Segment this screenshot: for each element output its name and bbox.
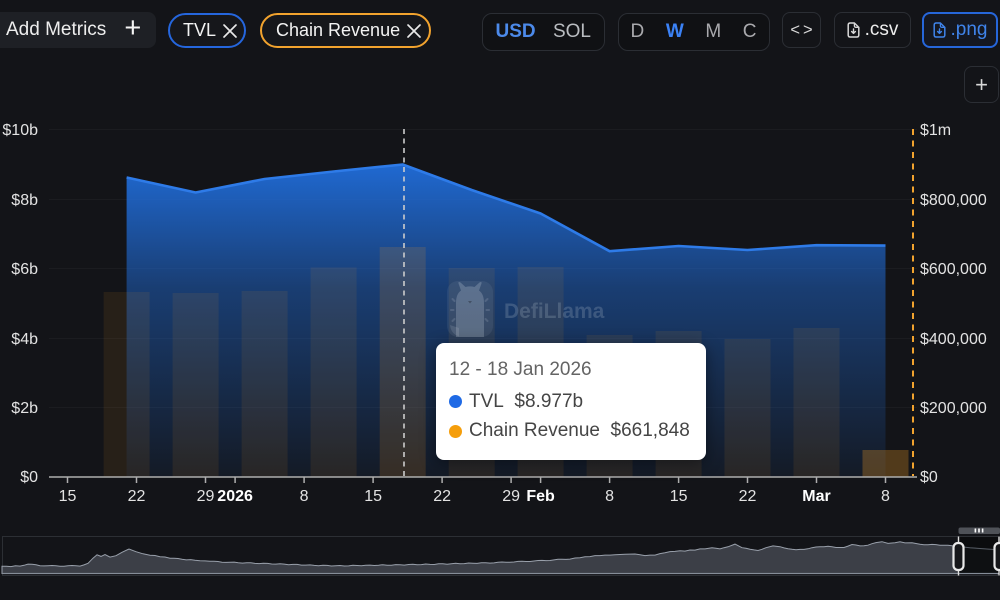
svg-text:DefiLlama: DefiLlama <box>504 300 605 323</box>
svg-text:$4b: $4b <box>11 331 38 348</box>
svg-text:$6b: $6b <box>11 261 38 278</box>
svg-text:22: 22 <box>433 488 451 505</box>
svg-text:Mar: Mar <box>802 488 830 505</box>
svg-text:8: 8 <box>881 488 890 505</box>
svg-text:22: 22 <box>739 488 757 505</box>
svg-text:15: 15 <box>364 488 382 505</box>
svg-text:$200,000: $200,000 <box>920 400 987 417</box>
svg-text:$1m: $1m <box>920 122 951 139</box>
svg-text:$0: $0 <box>920 469 938 486</box>
svg-text:$400,000: $400,000 <box>920 331 987 348</box>
svg-text:$800,000: $800,000 <box>920 192 987 209</box>
svg-text:$0: $0 <box>20 469 38 486</box>
svg-text:$10b: $10b <box>2 122 38 139</box>
svg-text:$8b: $8b <box>11 192 38 209</box>
svg-text:15: 15 <box>59 488 77 505</box>
svg-text:$600,000: $600,000 <box>920 261 987 278</box>
svg-text:$2b: $2b <box>11 400 38 417</box>
svg-text:8: 8 <box>300 488 309 505</box>
svg-text:29: 29 <box>197 488 215 505</box>
svg-text:8: 8 <box>605 488 614 505</box>
svg-text:15: 15 <box>670 488 688 505</box>
svg-text:29: 29 <box>502 488 520 505</box>
svg-text:Feb: Feb <box>526 488 555 505</box>
svg-text:22: 22 <box>128 488 146 505</box>
svg-text:2026: 2026 <box>217 488 253 505</box>
